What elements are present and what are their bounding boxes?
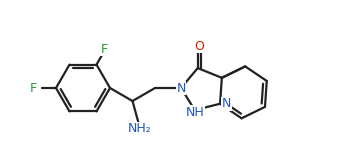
Text: F: F	[30, 82, 37, 94]
Text: F: F	[100, 43, 108, 56]
Text: NH: NH	[186, 106, 204, 119]
Text: N: N	[222, 97, 231, 110]
Text: N: N	[176, 82, 186, 94]
Text: NH₂: NH₂	[128, 122, 151, 135]
Text: O: O	[194, 40, 204, 53]
